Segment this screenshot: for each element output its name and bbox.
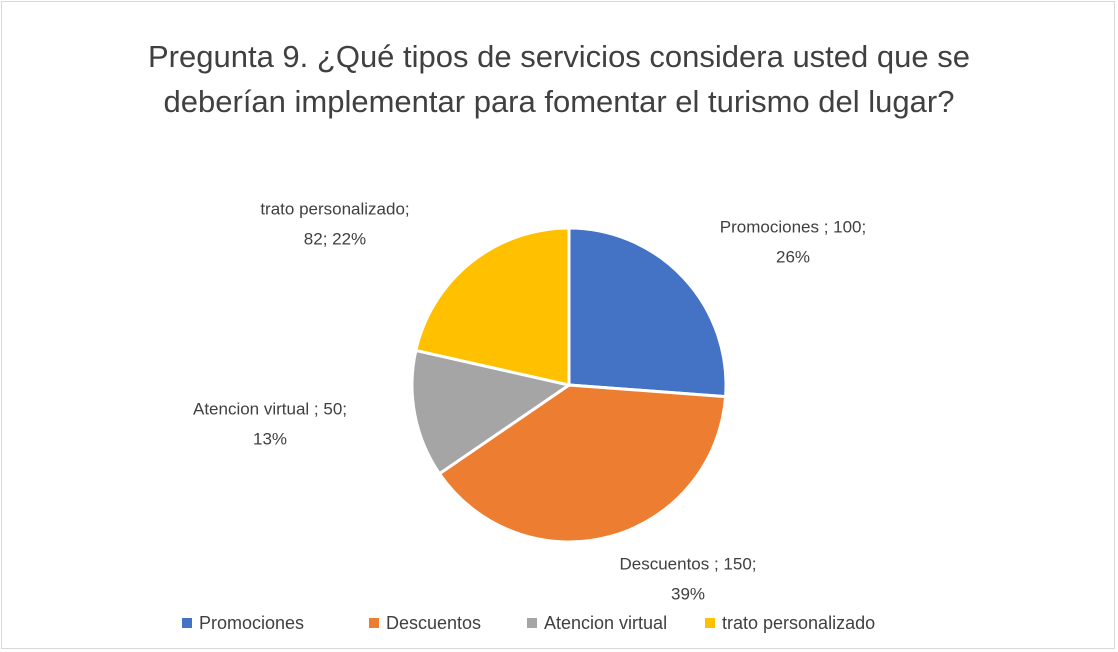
data-label: trato personalizado; xyxy=(260,199,409,218)
legend-label: Promociones xyxy=(199,613,304,633)
legend-label: Atencion virtual xyxy=(544,613,667,633)
pie-slice xyxy=(437,383,728,544)
data-label: Descuentos ; 150; xyxy=(619,554,756,573)
pie-slice xyxy=(410,348,573,476)
data-label: 39% xyxy=(671,584,705,603)
data-label: Atencion virtual ; 50; xyxy=(193,399,347,418)
legend-label: trato personalizado xyxy=(722,613,875,633)
chart-title: Pregunta 9. ¿Qué tipos de servicios cons… xyxy=(148,39,970,119)
pie-slice xyxy=(414,226,571,387)
pie-slice xyxy=(567,226,728,399)
data-label: Promociones ; 100; xyxy=(720,217,866,236)
legend-label: Descuentos xyxy=(386,613,481,633)
legend-marker xyxy=(182,618,192,628)
data-label: 26% xyxy=(776,247,810,266)
legend-marker xyxy=(527,618,537,628)
data-label: 82; 22% xyxy=(304,229,366,248)
legend-marker xyxy=(369,618,379,628)
data-label: 13% xyxy=(253,429,287,448)
legend-marker xyxy=(705,618,715,628)
